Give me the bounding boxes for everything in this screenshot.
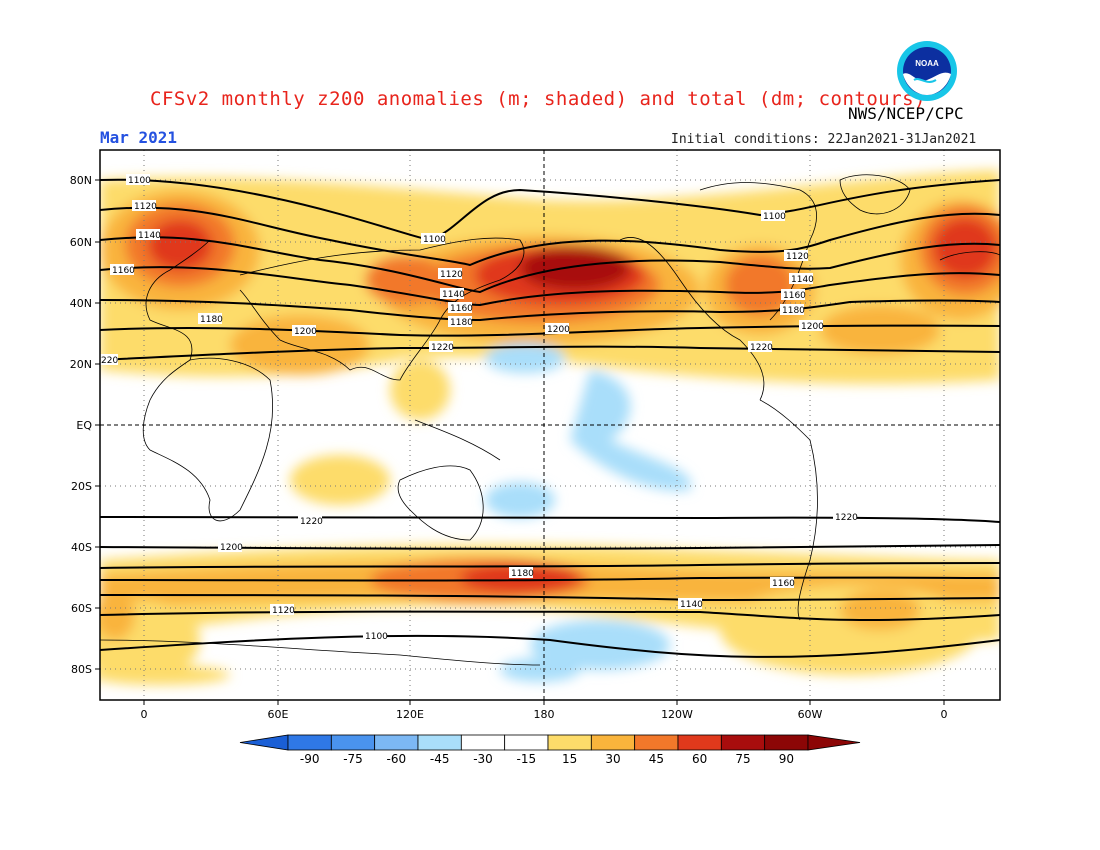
colorbar-label: 30 (605, 752, 620, 766)
colorbar-swatch (417, 734, 462, 751)
contour-label-1200: 1200 (547, 325, 570, 335)
colorbar-swatch (460, 734, 506, 751)
lat-label: 40N (70, 297, 92, 310)
contour-label-1100: 1100 (365, 632, 388, 642)
valid-month: Mar 2021 (100, 128, 178, 147)
colorbar-label: -30 (473, 752, 493, 766)
contour-label-1180: 1180 (782, 306, 805, 316)
contour-label-1200: 1200 (220, 543, 243, 553)
height-contours (100, 178, 1000, 658)
latitude-labels: 80N 60N 40N 20N EQ 20S 40S 60S 80S (70, 174, 93, 676)
lat-label: 80S (71, 663, 92, 676)
colorbar-swatch (547, 734, 592, 751)
colorbar-swatch (590, 734, 636, 751)
lon-label: 0 (141, 708, 148, 721)
colorbar-arrow-low (239, 734, 289, 751)
colorbar-swatch (504, 734, 549, 751)
lat-label: 80N (70, 174, 92, 187)
contour-label-1200: 1200 (294, 327, 317, 337)
lon-label: 120W (661, 708, 693, 721)
lon-label: 60W (798, 708, 823, 721)
contour-label-1160: 1160 (450, 304, 473, 314)
noaa-logo: NOAA (897, 41, 957, 101)
colorbar-swatch (720, 734, 766, 751)
contour-label-1120: 1120 (134, 202, 157, 212)
colorbar-label: 60 (692, 752, 707, 766)
lat-label: 20N (70, 358, 92, 371)
colorbar-label: -75 (343, 752, 363, 766)
contour-label-1100: 1100 (128, 176, 151, 186)
colorbar-swatch (287, 734, 332, 751)
colorbar-label: 15 (562, 752, 577, 766)
lon-label: 180 (534, 708, 555, 721)
chart-title: CFSv2 monthly z200 anomalies (m; shaded)… (150, 88, 927, 110)
contour-label-1220: 1220 (750, 343, 773, 353)
lat-label: 60N (70, 236, 92, 249)
contour-label-1140: 1140 (680, 600, 703, 610)
contour-label-1100: 1100 (763, 212, 786, 222)
contour-labels: 1100 1100 1100 1100 1120 1120 1120 1120 … (100, 174, 858, 642)
lat-label: 60S (71, 602, 92, 615)
contour-label-1180: 1180 (450, 318, 473, 328)
colorbar-label: 75 (735, 752, 750, 766)
colorbar-label: -45 (430, 752, 450, 766)
lon-label: 60E (268, 708, 289, 721)
lon-label: 0 (941, 708, 948, 721)
contour-label-1160: 1160 (772, 579, 795, 589)
lon-label: 120E (396, 708, 424, 721)
contour-label-1100: 1100 (423, 235, 446, 245)
contour-label-1140: 1140 (138, 231, 161, 241)
colorbar-label: -60 (387, 752, 407, 766)
anomaly-shading: 1100 1100 1100 1100 1120 1120 1120 1120 … (100, 150, 1000, 700)
contour-label-1220: 1220 (835, 513, 858, 523)
lat-label: EQ (76, 419, 92, 432)
lat-label: 20S (71, 480, 92, 493)
contour-label-1200: 1200 (801, 322, 824, 332)
colorbar-label: 90 (779, 752, 794, 766)
colorbar-swatch (330, 734, 376, 751)
colorbar-arrow-high (807, 734, 861, 751)
contour-label-1160: 1160 (112, 266, 135, 276)
contour-label-1180: 1180 (511, 569, 534, 579)
initial-conditions: Initial conditions: 22Jan2021-31Jan2021 (671, 132, 977, 147)
contour-label-1220: 1220 (300, 517, 323, 527)
colorbar-swatch (374, 734, 419, 751)
colorbar-label: -15 (517, 752, 537, 766)
contour-label-1120: 1120 (440, 270, 463, 280)
contour-label-1120: 1120 (272, 606, 295, 616)
colorbar-label: 45 (649, 752, 664, 766)
coastlines (100, 174, 1000, 666)
colorbar-label: -90 (300, 752, 320, 766)
longitude-labels: 0 60E 120E 180 120W 60W 0 (141, 708, 948, 721)
contour-label-1120: 1120 (786, 252, 809, 262)
contour-label-1160: 1160 (783, 291, 806, 301)
colorbar: -90 -75 -60 -45 -30 -15 15 30 45 60 75 90 (239, 734, 861, 766)
contour-label-1220: 220 (101, 356, 118, 366)
contour-label-1180: 1180 (200, 315, 223, 325)
colorbar-swatch (764, 734, 809, 751)
contour-label-1140: 1140 (442, 290, 465, 300)
contour-label-1140: 1140 (791, 275, 814, 285)
logo-text: NOAA (915, 59, 939, 68)
colorbar-swatch (634, 734, 679, 751)
agency-label: NWS/NCEP/CPC (848, 104, 964, 123)
contour-label-1220: 1220 (431, 343, 454, 353)
lat-label: 40S (71, 541, 92, 554)
colorbar-swatch (677, 734, 722, 751)
